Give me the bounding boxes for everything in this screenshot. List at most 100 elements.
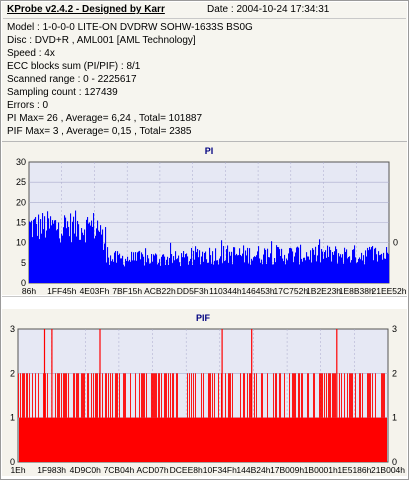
pi-bar [273, 264, 275, 283]
pi-bar [167, 256, 169, 283]
pif-spike-2 [341, 373, 342, 418]
pi-bar [178, 255, 180, 283]
pi-bar [150, 263, 152, 283]
pif-spike-2 [143, 373, 144, 418]
pif-spike-2 [155, 373, 156, 418]
x-tick-label: 17C752h [274, 286, 309, 295]
pif-spike-2 [214, 373, 215, 418]
pi-bar [383, 252, 385, 283]
pi-bar [29, 221, 31, 283]
pi-bar [154, 255, 156, 283]
pi-bar [100, 225, 102, 283]
pi-bar [203, 261, 205, 283]
pif-spike-2 [123, 373, 124, 418]
pi-bar [90, 225, 92, 283]
pi-bar [361, 252, 363, 283]
pi-bar [255, 256, 257, 283]
pi-bar [281, 248, 283, 283]
pif-spike-2 [151, 373, 152, 418]
pi-bar [177, 258, 179, 283]
pi-bar [234, 247, 236, 283]
pi-bar [328, 256, 330, 283]
x-tick-label: 1FF45h [47, 286, 77, 295]
pi-bar [105, 227, 107, 283]
pi-bar [287, 260, 289, 283]
pi-bar [55, 220, 57, 283]
pif-spike-2 [173, 373, 174, 418]
pif-spike-2 [243, 373, 244, 418]
pi-bar [123, 264, 125, 283]
pif-spike-2 [295, 373, 296, 418]
pi-bar [72, 221, 74, 283]
pi-bar [121, 258, 123, 283]
pif-spike-2 [64, 373, 65, 418]
pi-bar [280, 255, 282, 283]
pi-bar [52, 220, 54, 283]
pi-bar [114, 252, 116, 283]
pi-bar [161, 256, 163, 283]
chart-title-pif: PIF [196, 313, 211, 323]
pif-spike-2 [96, 373, 97, 418]
pi-bar [182, 257, 184, 283]
pi-bar [227, 245, 229, 283]
pi-bar [127, 256, 129, 283]
pi-bar [131, 251, 133, 283]
pif-spike-2 [280, 373, 281, 418]
pi-bar [332, 252, 334, 283]
pi-bar [218, 264, 220, 283]
pi-bar [222, 263, 224, 283]
pi-bar [36, 223, 38, 283]
pi-bar [366, 256, 368, 283]
x-tick-label: 17B009h [270, 465, 304, 475]
pi-bar [117, 251, 119, 283]
pif-spike-2 [339, 373, 340, 418]
pi-bar [247, 247, 249, 283]
pi-bar [248, 263, 250, 283]
pif-spike-2 [375, 373, 376, 418]
pi-bar [288, 253, 290, 283]
pif-spike-2 [74, 373, 75, 418]
x-tick-label: 1E8B38h [339, 286, 374, 295]
pif-spike-2 [330, 373, 331, 418]
pi-bar [126, 260, 128, 283]
pi-bar [322, 251, 324, 283]
pif-spike-2 [381, 373, 382, 418]
pi-bar [258, 246, 260, 283]
pif-spike-2 [367, 373, 368, 418]
pi-bar [35, 217, 37, 283]
pi-bar [301, 258, 303, 283]
pif-spike-2 [384, 373, 385, 418]
pi-bar [210, 255, 212, 283]
pi-bar [354, 245, 356, 283]
pi-bar [224, 261, 226, 283]
pi-bar [109, 264, 111, 283]
pif-spike-2 [254, 373, 255, 418]
pi-bar [74, 233, 76, 283]
pif-spike-2 [38, 373, 39, 418]
pi-bar [134, 260, 136, 283]
pif-spike-2 [322, 373, 323, 418]
pi-bar [219, 258, 221, 283]
pi-bar [284, 254, 286, 283]
pif-spike-2 [63, 373, 64, 418]
pi-bar [297, 246, 299, 283]
pi-bar [102, 229, 104, 283]
pi-bar [57, 229, 59, 283]
pi-bar [207, 262, 209, 283]
pif-spike-2 [78, 373, 79, 418]
info-pif-stats: PIF Max= 3 , Average= 0,15 , Total= 2385 [7, 126, 192, 137]
pi-bar [236, 253, 238, 283]
pi-bar [130, 261, 132, 283]
pi-bar [238, 255, 240, 283]
pi-bar [259, 258, 261, 283]
pif-spike-2 [247, 373, 248, 418]
pi-bar [138, 251, 140, 283]
pi-bar [78, 224, 80, 283]
pi-bar [243, 245, 245, 283]
pi-bar [198, 257, 200, 283]
info-speed: Speed : 4x [7, 48, 55, 59]
pi-bar [80, 239, 82, 283]
pif-spike-2 [328, 373, 329, 418]
pi-bar [212, 251, 214, 283]
pif-spike-2 [355, 373, 356, 418]
